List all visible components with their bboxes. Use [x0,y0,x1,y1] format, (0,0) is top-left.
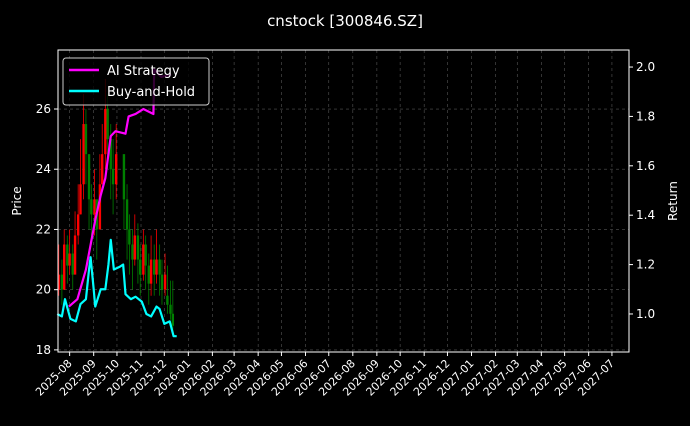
candle-body [87,154,91,200]
grid [58,50,629,352]
candle-body [63,244,66,290]
candle-body [82,124,85,185]
candle-body [153,259,156,275]
candle-body [104,109,107,155]
legend-box [62,57,210,106]
legend-label-bh: Buy-and-Hold [107,85,195,100]
candle-body [90,199,93,215]
y-right-tick-label: 1.0 [636,307,655,321]
candle-body [144,244,147,266]
candle-body [149,259,153,284]
candle-body [114,154,118,185]
y-right-tick-label: 1.6 [636,159,655,173]
candle-body [73,235,77,275]
candle-body [142,244,145,275]
candle-body [133,235,137,260]
candle-body [101,154,104,185]
y-axis-right: 1.0 1.2 1.4 1.6 1.8 2.0 [629,60,655,321]
y-left-tick-label: 22 [36,222,51,236]
y-axis-right-label: Return [666,181,680,221]
legend: AI Strategy Buy-and-Hold [62,57,210,106]
y-right-tick-label: 1.4 [636,208,655,222]
plot-frame [57,49,630,353]
candle-body [171,313,175,326]
candle-body [79,184,82,215]
candle-body [160,274,164,290]
x-axis: 2025-082025-092025-102025-112025-122026-… [33,352,617,399]
y-right-tick-label: 1.2 [636,258,655,272]
candles [57,78,175,332]
candle-body [66,244,69,266]
candle-body [109,139,112,170]
candle-body [158,259,161,275]
y-left-tick-label: 20 [36,283,51,297]
candle-body [155,259,158,275]
candle-body [93,199,96,215]
candle-body [166,295,169,305]
candle-body [60,274,64,290]
candle-body [57,274,60,290]
y-axis-left: 18 20 22 24 26 [36,102,58,357]
candle-body [98,184,102,230]
candle-body [169,304,172,314]
candle-body [71,253,74,275]
legend-label-ai: AI Strategy [107,64,180,79]
candle-body [147,265,150,284]
y-right-tick-label: 1.8 [636,109,655,123]
y-right-tick-label: 2.0 [636,60,655,74]
candle-body [106,109,109,140]
y-left-tick-label: 24 [36,162,51,176]
candle-body [76,214,80,236]
candle-body [128,229,131,245]
candle-body [136,235,140,260]
y-left-tick-label: 26 [36,102,51,116]
chart-title: cnstock [300846.SZ] [267,12,423,30]
candle-body [125,199,129,230]
candle-body [84,124,88,155]
buy-and-hold-line [56,238,177,338]
candle-body [163,274,167,290]
candle-body [131,244,134,260]
candle-body [111,169,115,185]
candle-body [139,259,142,275]
candle-body [68,253,71,266]
y-left-tick-label: 18 [36,343,51,357]
candle-body [122,154,126,200]
y-axis-left-label: Price [10,186,24,215]
